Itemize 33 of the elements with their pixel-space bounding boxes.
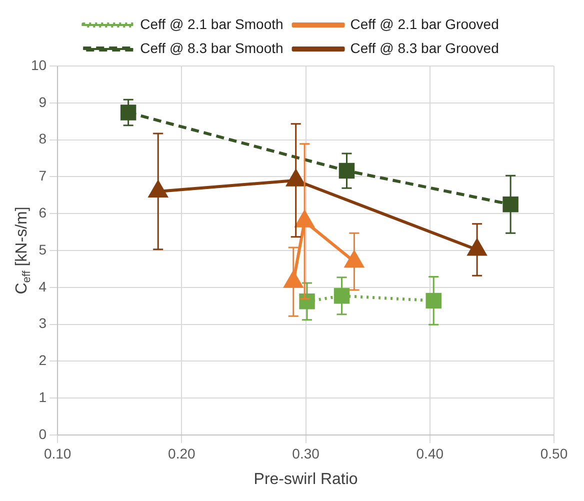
point [426, 292, 442, 309]
x-tick-label: 0.20 [168, 445, 196, 462]
x-tick-label: 0.30 [292, 445, 320, 462]
y-tick-label: 2 [38, 352, 47, 368]
point [284, 271, 303, 288]
point [344, 251, 364, 268]
x-tick-label: 0.10 [44, 445, 72, 462]
point [286, 170, 306, 186]
point [334, 288, 350, 304]
point [502, 196, 518, 212]
y-tick-label: 3 [38, 315, 47, 332]
legend-label: Ceff @ 2.1 bar Grooved [350, 16, 499, 32]
point [468, 239, 486, 256]
y-tick-label: 8 [38, 130, 47, 147]
point [338, 162, 355, 179]
y-tick-label: 1 [38, 388, 47, 405]
y-tick-label: 10 [30, 56, 47, 73]
y-tick-label: 5 [38, 241, 47, 258]
legend-label: Ceff @ 8.3 bar Smooth [140, 40, 284, 56]
point [148, 180, 168, 198]
y-tick-label: 7 [38, 168, 47, 184]
x-axis-title: Pre-swirl Ratio [254, 470, 358, 488]
y-tick-label: 9 [38, 94, 47, 110]
y-axis-title: Ceff [kN-s/m] [13, 206, 34, 294]
point [295, 210, 314, 228]
x-tick-label: 0.50 [540, 445, 568, 462]
x-tick-label: 0.40 [416, 445, 444, 462]
y-tick-label: 4 [38, 278, 47, 294]
point [120, 104, 136, 120]
y-tick-label: 0 [38, 426, 47, 442]
legend-label: Ceff @ 2.1 bar Smooth [140, 16, 284, 32]
legend-label: Ceff @ 8.3 bar Grooved [350, 40, 499, 56]
y-tick-label: 6 [38, 204, 47, 220]
